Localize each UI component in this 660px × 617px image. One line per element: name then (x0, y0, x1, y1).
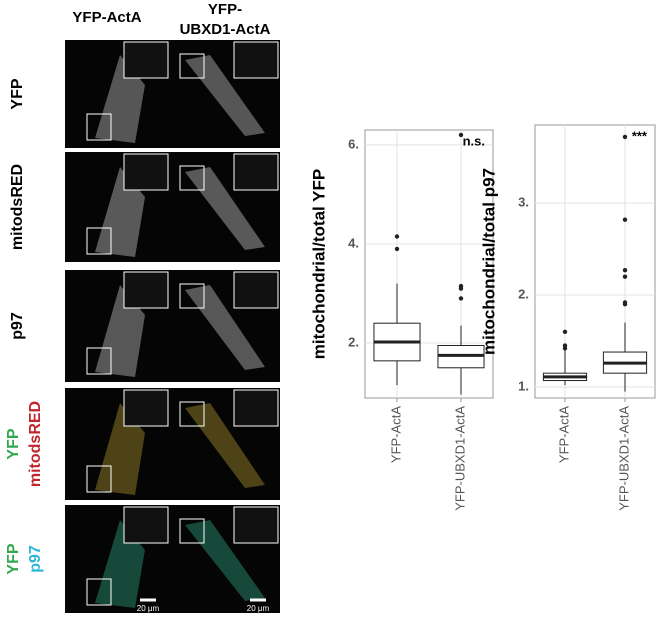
column-header: YFP-ActA (72, 9, 141, 26)
outlier (394, 234, 400, 239)
cell (185, 520, 265, 601)
roi-box (86, 347, 112, 375)
row-label: mitodsRED (27, 401, 44, 487)
outlier (562, 343, 568, 348)
cell-shape (185, 403, 265, 488)
x-tick-label: YFP-UBXD1-ActA (452, 406, 467, 511)
cell-shape (185, 167, 265, 250)
outlier (622, 217, 628, 222)
outlier (458, 132, 464, 138)
inset (123, 153, 169, 191)
roi-box (86, 113, 112, 141)
cell-shape (185, 285, 265, 370)
roi-box (86, 227, 112, 255)
roi-box (86, 578, 112, 606)
x-tick-label: YFP-ActA (388, 406, 403, 463)
roi-box (179, 165, 205, 191)
y-axis-label: mitochondrial/total YFP (309, 169, 328, 359)
outlier (622, 268, 628, 273)
outlier (622, 134, 628, 140)
cell (185, 55, 265, 136)
annotation: *** (632, 128, 648, 143)
outlier (458, 283, 464, 289)
cell (185, 167, 265, 250)
roi-box (179, 53, 205, 79)
inset (123, 389, 169, 427)
inset (233, 506, 279, 544)
cell-shape (185, 55, 265, 136)
roi-box (86, 465, 112, 493)
outlier (458, 296, 464, 301)
inset (233, 41, 279, 79)
y-tick-label: 4. (348, 235, 359, 250)
y-tick-label: 2. (518, 286, 529, 301)
cell-shape (185, 520, 265, 601)
x-tick-label: YFP-UBXD1-ActA (616, 406, 631, 511)
row-label: YFP (5, 543, 22, 574)
inset (123, 506, 169, 544)
outlier (622, 274, 628, 279)
inset (233, 271, 279, 309)
y-tick-label: 2. (348, 334, 359, 349)
roi-box (179, 518, 205, 544)
scale-bar-label: 20 μm (137, 604, 160, 613)
outlier (562, 329, 568, 335)
inset (233, 389, 279, 427)
inset (123, 271, 169, 309)
row-label: p97 (9, 312, 26, 340)
roi-box (179, 283, 205, 309)
column-header: YFP- (208, 1, 242, 18)
y-tick-label: 1. (518, 378, 529, 393)
inset (233, 153, 279, 191)
roi-box (179, 401, 205, 427)
y-axis-label: mitochondrial/total p97 (479, 168, 498, 355)
row-label: YFP (5, 428, 22, 459)
row-label: p97 (27, 545, 44, 573)
row-label: mitodsRED (9, 164, 26, 250)
inset (123, 41, 169, 79)
column-header: UBXD1-ActA (180, 21, 271, 38)
outlier (622, 300, 628, 305)
y-tick-label: 6. (348, 136, 359, 151)
row-label: YFP (9, 78, 26, 109)
cell (185, 403, 265, 488)
x-tick-label: YFP-ActA (556, 406, 571, 463)
scale-bar-label: 20 μm (247, 604, 270, 613)
cell (185, 285, 265, 370)
annotation: n.s. (463, 133, 485, 148)
outlier (394, 246, 400, 252)
y-tick-label: 3. (518, 195, 529, 210)
